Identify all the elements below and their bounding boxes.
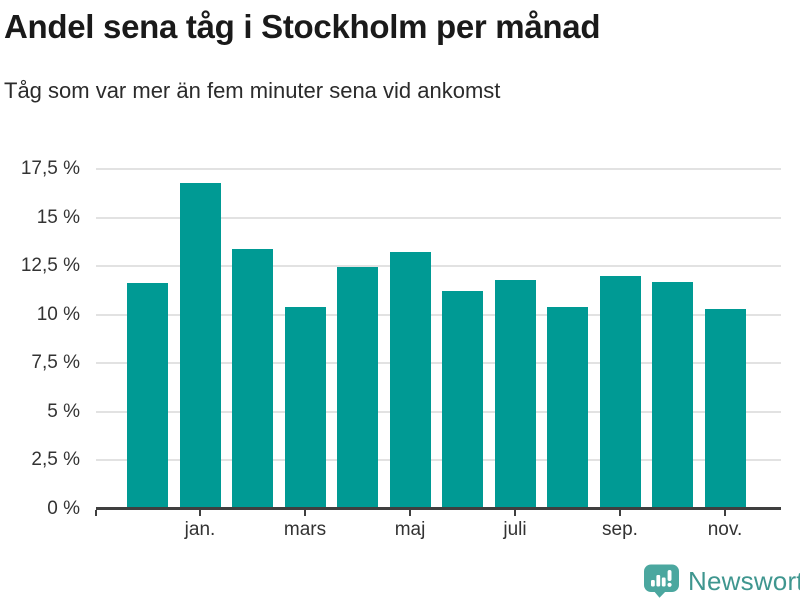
logo-bar-tall xyxy=(656,575,661,587)
bar-feb xyxy=(232,248,273,509)
bar-juli xyxy=(494,279,536,509)
x-axis-label-maj: maj xyxy=(394,519,426,540)
bar-okt xyxy=(652,281,693,509)
bar-sep xyxy=(599,275,641,509)
x-axis-tick xyxy=(199,510,201,516)
x-axis-label-sep: sep. xyxy=(602,519,638,540)
bar-mars xyxy=(284,306,326,509)
x-axis-line xyxy=(96,507,781,510)
y-axis-label: 2,5 % xyxy=(31,449,80,470)
gridline-10 xyxy=(96,313,781,316)
x-axis-tick xyxy=(409,510,411,516)
bar-aug xyxy=(547,306,588,509)
x-axis-tick xyxy=(724,510,726,516)
chart-title: Andel sena tåg i Stockholm per månad xyxy=(4,8,601,45)
gridline-12.5 xyxy=(96,265,781,267)
y-axis-label: 10 % xyxy=(36,303,80,325)
newsworthy-logo-icon xyxy=(644,564,679,598)
x-axis-tick xyxy=(514,510,516,516)
bar-maj xyxy=(389,252,431,509)
x-axis-tick xyxy=(95,510,97,516)
bar-dec xyxy=(127,283,168,509)
bar-apr xyxy=(337,266,378,509)
logo-bar-small xyxy=(651,580,655,587)
logo-exclamation-dot xyxy=(667,582,672,587)
y-axis-label: 15 % xyxy=(36,206,80,228)
x-axis-label-mars: mars xyxy=(283,519,327,540)
y-axis-label: 17,5 % xyxy=(20,158,80,179)
chart-subtitle: Tåg som var mer än fem minuter sena vid … xyxy=(4,78,501,103)
gridline-7.5 xyxy=(96,362,781,364)
x-axis-tick xyxy=(619,510,621,516)
bar-juni xyxy=(442,291,483,509)
gridline-5 xyxy=(96,410,781,413)
x-axis-tick xyxy=(304,510,306,516)
y-axis-label: 0 % xyxy=(47,497,80,519)
gridline-17.5 xyxy=(96,168,781,170)
bar-jan xyxy=(179,182,221,509)
gridline-2.5 xyxy=(96,459,781,461)
y-axis-label: 7,5 % xyxy=(31,352,80,373)
logo-bar-medium xyxy=(661,577,666,587)
newsworthy-logo[interactable]: Newsworthy xyxy=(643,563,800,599)
newsworthy-logo-text: Newsworthy xyxy=(688,565,800,596)
y-axis-label: 12,5 % xyxy=(20,255,80,276)
speech-bubble-tail xyxy=(653,590,667,598)
x-axis-label-juli: juli xyxy=(503,519,527,540)
logo-exclamation-stem xyxy=(667,570,672,581)
gridline-15 xyxy=(96,216,781,219)
speech-bubble-shape xyxy=(644,564,679,592)
x-axis-label-nov: nov. xyxy=(707,519,743,540)
x-axis-label-jan: jan. xyxy=(184,519,216,540)
bar-nov xyxy=(704,308,746,509)
y-axis-label: 5 % xyxy=(47,400,80,422)
